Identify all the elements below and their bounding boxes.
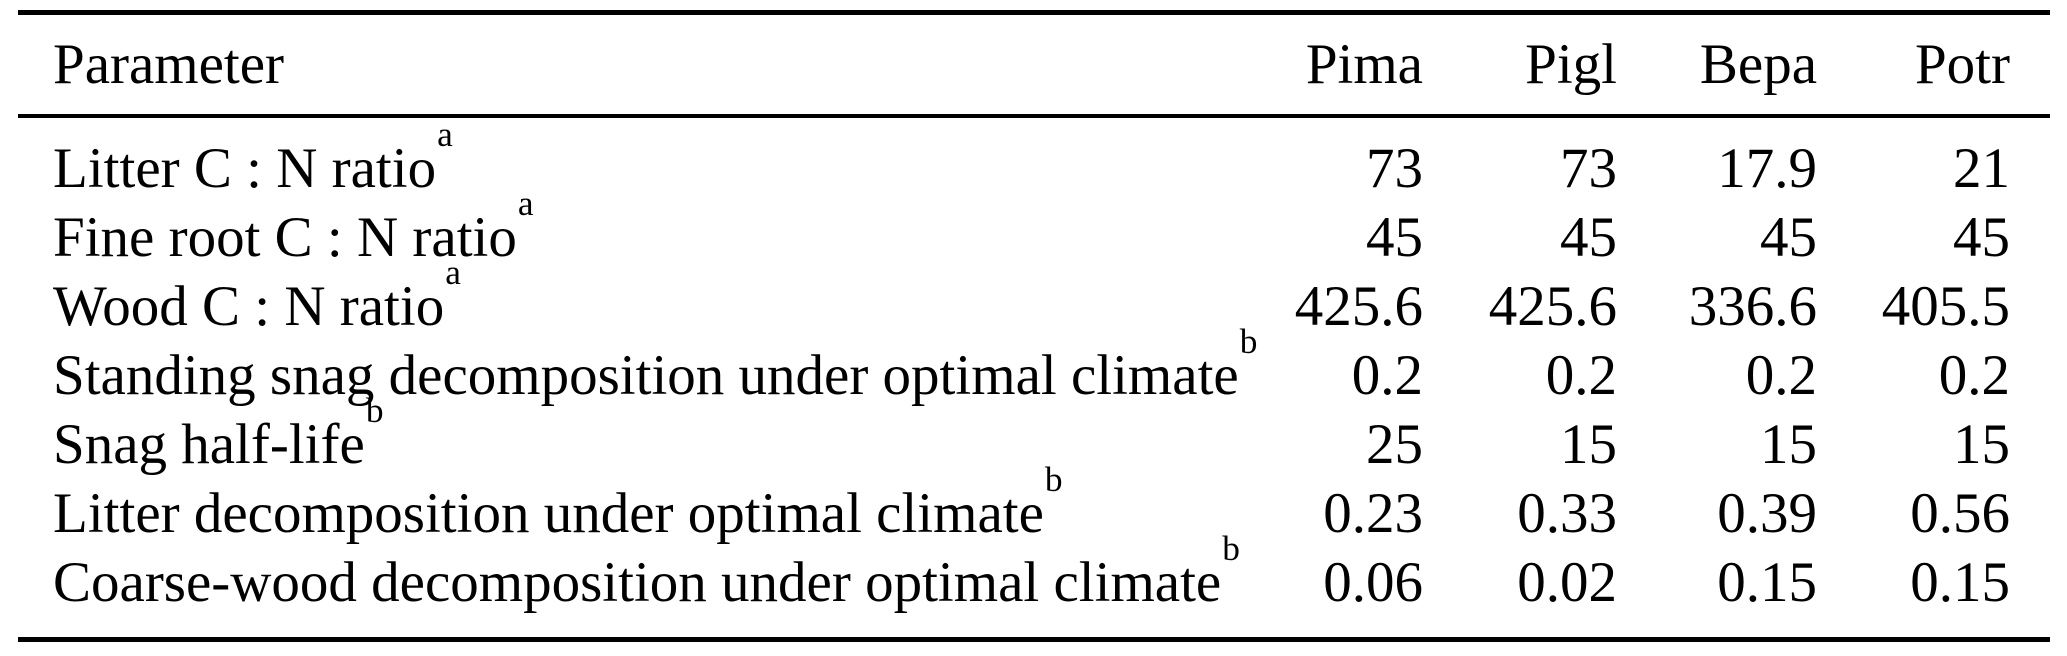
value-cell: 0.15 xyxy=(1717,551,1817,614)
value-cell: 0.39 xyxy=(1717,482,1817,545)
footnote-marker: a xyxy=(437,114,453,154)
value-cell: 17.9 xyxy=(1717,137,1817,200)
col-header-potr: Potr xyxy=(1817,12,2050,118)
value-cell: 0.06 xyxy=(1323,551,1423,614)
col-header-pigl: Pigl xyxy=(1423,12,1617,118)
value-cell: 0.2 xyxy=(1745,344,1817,407)
col-header-parameter: Parameter xyxy=(18,12,1228,118)
value-cell: 0.56 xyxy=(1910,482,2010,545)
param-cell: Coarse-wood decomposition under optimal … xyxy=(18,531,1240,640)
value-cell: 15 xyxy=(1953,413,2010,476)
value-cell: 0.2 xyxy=(1938,344,2010,407)
value-cell: 405.5 xyxy=(1881,275,2010,338)
value-cell: 25 xyxy=(1366,413,1423,476)
param-cell: Litter C : N ratioa xyxy=(18,116,1228,203)
value-cell: 336.6 xyxy=(1688,275,1817,338)
value-cell: 15 xyxy=(1560,413,1617,476)
table-row-coarse-wood-decomposition: Coarse-wood decomposition under optimal … xyxy=(18,531,2050,640)
param-label: Wood C : N ratio xyxy=(53,275,445,338)
param-cell: Fine root C : N ratioa xyxy=(18,186,1228,272)
footnote-marker: b xyxy=(1239,321,1258,361)
value-cell: 73 xyxy=(1366,137,1423,200)
param-label: Standing snag decomposition under optima… xyxy=(53,344,1239,407)
table-row-snag-half-life: Snag half-lifeb 25 15 15 15 xyxy=(18,393,2050,479)
table-row-standing-snag-decomposition: Standing snag decomposition under optima… xyxy=(18,324,2050,410)
value-cell: 0.15 xyxy=(1910,551,2010,614)
col-header-pima: Pima xyxy=(1228,12,1423,118)
value-cell: 15 xyxy=(1760,413,1817,476)
param-cell: Litter decomposition under optimal clima… xyxy=(18,462,1228,548)
table-row-litter-cn: Litter C : N ratioa 73 73 17.9 21 xyxy=(18,116,2050,203)
table-row-wood-cn: Wood C : N ratioa 425.6 425.6 336.6 405.… xyxy=(18,255,2050,341)
param-cell: Standing snag decomposition under optima… xyxy=(18,324,1257,410)
value-cell: 45 xyxy=(1366,206,1423,269)
param-label: Litter decomposition under optimal clima… xyxy=(53,482,1044,545)
footnote-marker: b xyxy=(365,390,384,430)
value-cell: 45 xyxy=(1760,206,1817,269)
value-cell: 0.33 xyxy=(1517,482,1617,545)
value-cell: 425.6 xyxy=(1488,275,1617,338)
param-label: Litter C : N ratio xyxy=(53,137,437,200)
value-cell: 73 xyxy=(1560,137,1617,200)
footnote-marker: a xyxy=(517,183,534,223)
value-cell: 0.23 xyxy=(1323,482,1423,545)
col-header-bepa: Bepa xyxy=(1617,12,1817,118)
table-row-fine-root-cn: Fine root C : N ratioa 45 45 45 45 xyxy=(18,186,2050,272)
table-header-row: Parameter Pima Pigl Bepa Potr xyxy=(18,12,2050,118)
param-cell: Wood C : N ratioa xyxy=(18,255,1228,341)
param-label: Coarse-wood decomposition under optimal … xyxy=(53,551,1222,614)
parameters-table: Parameter Pima Pigl Bepa Potr Litter C :… xyxy=(18,10,2050,642)
footnote-marker: a xyxy=(445,252,461,292)
value-cell: 0.2 xyxy=(1545,344,1617,407)
table-row-litter-decomposition: Litter decomposition under optimal clima… xyxy=(18,462,2050,548)
footnote-marker: b xyxy=(1044,459,1063,499)
param-label: Fine root C : N ratio xyxy=(53,206,517,269)
param-label: Snag half-life xyxy=(53,413,365,476)
footnote-marker: b xyxy=(1222,528,1240,568)
value-cell: 45 xyxy=(1560,206,1617,269)
value-cell: 0.2 xyxy=(1351,344,1423,407)
value-cell: 0.02 xyxy=(1517,551,1617,614)
value-cell: 425.6 xyxy=(1294,275,1423,338)
value-cell: 21 xyxy=(1953,137,2010,200)
value-cell: 45 xyxy=(1953,206,2010,269)
param-cell: Snag half-lifeb xyxy=(18,393,1228,479)
